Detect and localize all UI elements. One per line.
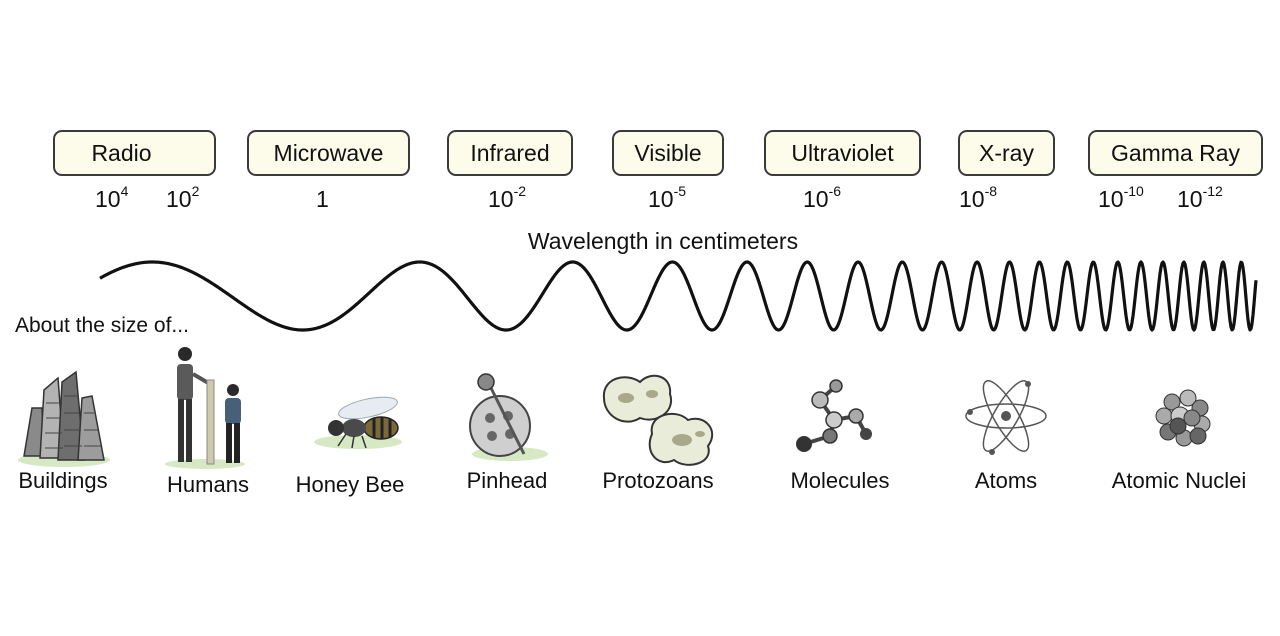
wavelength-label: 10-5 bbox=[648, 183, 687, 212]
band-label: Ultraviolet bbox=[791, 139, 894, 166]
object-label-buildings: Buildings bbox=[18, 468, 108, 493]
axis-label: Wavelength in centimeters bbox=[527, 228, 799, 254]
object-label-humans: Humans bbox=[167, 472, 249, 497]
humans-icon bbox=[165, 347, 245, 469]
buildings-icon bbox=[18, 370, 110, 467]
molecules-icon bbox=[796, 379, 872, 452]
wavelength-label: 10-10 bbox=[1098, 183, 1144, 212]
band-infrared: Infrared bbox=[447, 130, 573, 176]
band-gamma: Gamma Ray bbox=[1088, 130, 1263, 176]
honey-bee-icon bbox=[314, 396, 402, 449]
pinhead-icon bbox=[469, 373, 548, 461]
object-label-honey-bee: Honey Bee bbox=[295, 472, 405, 497]
band-microwave: Microwave bbox=[247, 130, 410, 176]
band-ultraviolet: Ultraviolet bbox=[764, 130, 921, 176]
band-visible: Visible bbox=[612, 130, 724, 176]
wavelength-label: 10-2 bbox=[488, 183, 527, 212]
wavelength-label: 1 bbox=[316, 186, 329, 212]
wavelength-label: 104 bbox=[95, 183, 129, 212]
atoms-icon bbox=[965, 380, 1047, 455]
wavelength-label: 10-8 bbox=[959, 183, 998, 212]
object-label-protozoans: Protozoans bbox=[602, 468, 714, 493]
band-label: Visible bbox=[634, 139, 702, 166]
wavelength-label: 10-6 bbox=[803, 183, 842, 212]
band-label: Radio bbox=[91, 139, 152, 166]
band-label: Infrared bbox=[470, 139, 550, 166]
object-label-pinhead: Pinhead bbox=[466, 468, 548, 493]
band-xray: X-ray bbox=[958, 130, 1055, 176]
wavelength-label: 10-12 bbox=[1177, 183, 1223, 212]
wavelength-label: 102 bbox=[166, 183, 200, 212]
object-label-molecules: Molecules bbox=[790, 468, 890, 493]
object-label-atoms: Atoms bbox=[974, 468, 1038, 493]
object-label-atomic-nuclei: Atomic Nuclei bbox=[1111, 468, 1247, 493]
atomic-nuclei-icon bbox=[1155, 389, 1211, 447]
band-label: Gamma Ray bbox=[1110, 139, 1241, 166]
size-lead-text: About the size of... bbox=[15, 314, 189, 337]
band-radio: Radio bbox=[53, 130, 216, 176]
protozoans-icon bbox=[602, 374, 714, 466]
band-label: X-ray bbox=[979, 139, 1034, 166]
band-label: Microwave bbox=[273, 139, 384, 166]
